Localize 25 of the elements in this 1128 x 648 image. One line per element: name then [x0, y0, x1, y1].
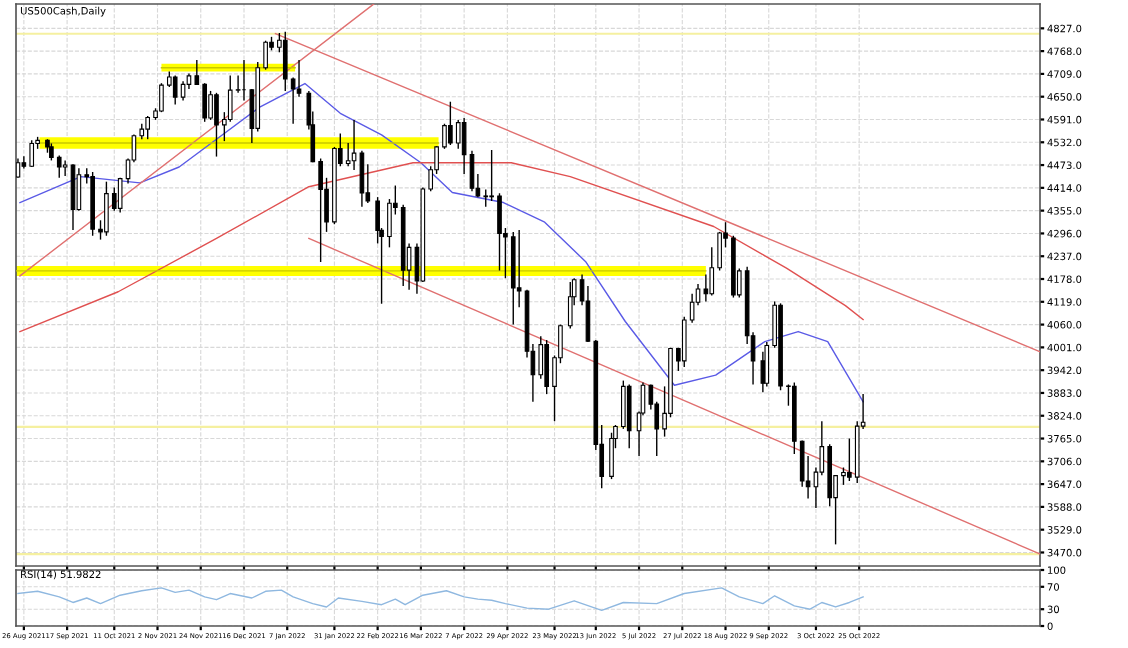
- line-series: [19, 162, 864, 333]
- line-series: [19, 82, 864, 403]
- candlestick: [56, 154, 62, 179]
- candlestick: [497, 192, 502, 272]
- candlestick: [159, 82, 164, 113]
- line-series: [17, 587, 864, 612]
- candlestick: [567, 281, 573, 330]
- candlestick: [202, 82, 208, 123]
- candlestick: [145, 115, 151, 140]
- candlestick: [544, 339, 549, 395]
- candlestick: [76, 167, 82, 212]
- candlestick: [703, 273, 709, 303]
- candlestick: [609, 432, 614, 480]
- candlestick: [626, 383, 632, 449]
- candlestick: [538, 335, 544, 380]
- candlestick: [16, 157, 21, 179]
- candlestick: [104, 180, 109, 237]
- candlestick: [351, 119, 357, 171]
- candlestick: [208, 90, 213, 121]
- candlestick: [29, 139, 35, 168]
- candlestick: [214, 92, 219, 158]
- candlestick: [455, 119, 461, 150]
- candlestick: [282, 31, 288, 92]
- candlestick: [172, 74, 178, 106]
- candlestick: [448, 101, 453, 146]
